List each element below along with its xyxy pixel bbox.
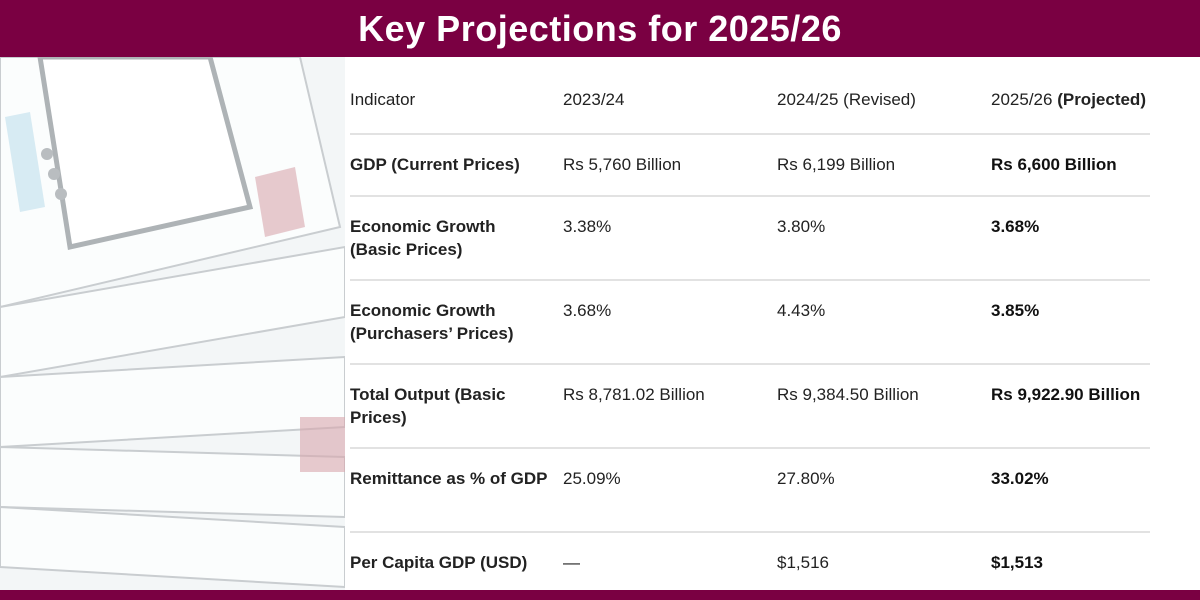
value-2024-25: 3.80% (777, 217, 826, 236)
table-row: Remittance as % of GDP 25.09% 27.80% 33.… (350, 449, 1150, 533)
indicator-cell: Economic Growth (Basic Prices) (350, 217, 496, 259)
header-projected: (Projected) (1057, 90, 1146, 109)
banknote-dot (41, 148, 53, 160)
value-2023-24: Rs 8,781.02 Billion (563, 385, 705, 404)
value-2024-25: 4.43% (777, 301, 826, 320)
value-2023-24: 3.38% (563, 217, 612, 236)
value-2025-26: Rs 6,600 Billion (991, 155, 1117, 174)
banknotes-image (0, 57, 345, 590)
banknote-red-patch (255, 167, 305, 237)
header-2025-26: 2025/26 (Projected) (991, 88, 1146, 111)
banknote-dot (48, 168, 60, 180)
banknote-frame (37, 57, 254, 251)
table-row: Per Capita GDP (USD) — $1,516 $1,513 (350, 533, 1150, 590)
value-2024-25: Rs 6,199 Billion (777, 155, 896, 174)
value-2025-26: Rs 9,922.90 Billion (991, 385, 1141, 404)
table-row: GDP (Current Prices) Rs 5,760 Billion Rs… (350, 135, 1150, 197)
banknote-2 (0, 245, 345, 379)
value-2025-26: 3.85% (991, 301, 1040, 320)
value-2024-25: Rs 9,384.50 Billion (777, 385, 919, 404)
table-row: Economic Growth (Purchasers’ Prices) 3.6… (350, 281, 1150, 365)
value-2023-24: 25.09% (563, 469, 621, 488)
title-banner: Key Projections for 2025/26 (0, 0, 1200, 57)
value-2024-25: 27.80% (777, 469, 835, 488)
indicator-cell: GDP (Current Prices) (350, 155, 520, 174)
banknote-dot (55, 188, 67, 200)
value-2025-26: 3.68% (991, 217, 1040, 236)
banknote-3 (0, 355, 345, 449)
table-row: Economic Growth (Basic Prices) 3.38% 3.8… (350, 197, 1150, 281)
table-header-row: Indicator 2023/24 2024/25 (Revised) 2025… (350, 57, 1150, 135)
banknote-red-patch-2 (300, 417, 345, 472)
value-2023-24: Rs 5,760 Billion (563, 155, 682, 174)
value-2025-26: 33.02% (991, 469, 1049, 488)
footer-bar (0, 590, 1200, 600)
value-2023-24: 3.68% (563, 301, 612, 320)
indicator-cell: Remittance as % of GDP (350, 469, 548, 488)
value-2023-24: — (563, 553, 580, 572)
indicator-cell: Per Capita GDP (USD) (350, 553, 528, 572)
header-indicator: Indicator (350, 90, 416, 109)
header-2025-26-year: 2025/26 (991, 90, 1053, 109)
banknotes-illustration (0, 57, 345, 589)
banknote-5 (0, 505, 345, 589)
banknote-4 (0, 445, 345, 519)
header-2023-24: 2023/24 (563, 90, 625, 109)
value-2025-26: $1,513 (991, 553, 1043, 572)
value-2024-25: $1,516 (777, 553, 829, 572)
indicator-cell: Total Output (Basic Prices) (350, 385, 506, 427)
page-title: Key Projections for 2025/26 (358, 7, 842, 49)
indicator-cell: Economic Growth (Purchasers’ Prices) (350, 301, 514, 343)
header-2024-25: 2024/25 (Revised) (777, 90, 916, 109)
projections-table: Indicator 2023/24 2024/25 (Revised) 2025… (350, 57, 1150, 590)
banknote-security-strip (5, 112, 45, 212)
table-row: Total Output (Basic Prices) Rs 8,781.02 … (350, 365, 1150, 449)
